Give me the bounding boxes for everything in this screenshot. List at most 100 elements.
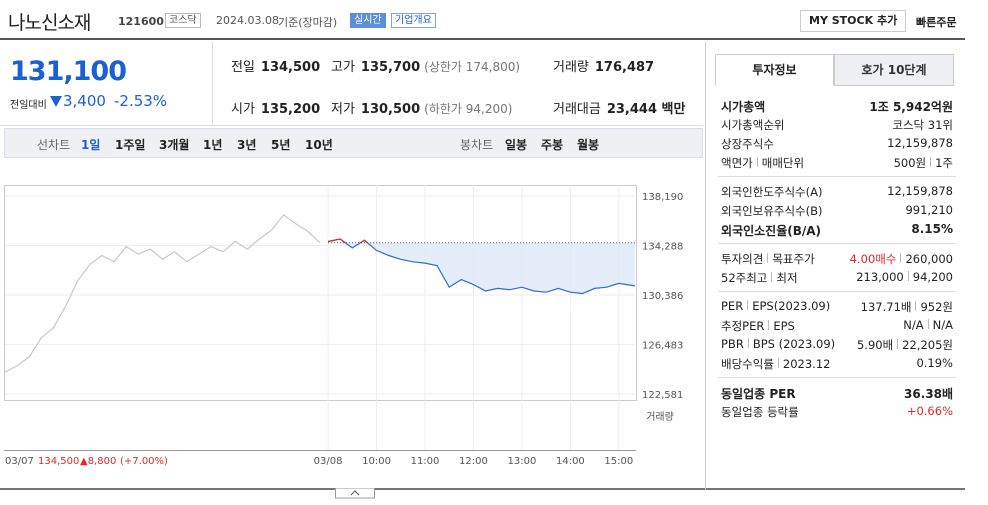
- info-row: 투자의견 목표주가 4.00매수 260,000: [721, 251, 953, 270]
- label-text: 최저: [776, 271, 798, 285]
- label-text: 상장주식수: [721, 137, 774, 151]
- tab[interactable]: 1일: [81, 138, 101, 152]
- tab[interactable]: 월봉: [577, 138, 600, 152]
- bottom-line: [0, 488, 965, 490]
- separator: [747, 300, 749, 310]
- summary-label: 전일: [231, 60, 255, 75]
- tab[interactable]: 1주일: [115, 138, 146, 152]
- label-text: 시가총액: [721, 100, 766, 114]
- label-text: PER: [721, 299, 744, 313]
- down-arrow: [50, 96, 62, 107]
- info-row: 상장주식수 12,159,878: [721, 136, 953, 155]
- tab-group-label: 선차트: [37, 138, 71, 152]
- value-text: 4.00매수: [849, 252, 897, 266]
- separator: [768, 320, 770, 330]
- info-value: 0.19%: [916, 356, 953, 370]
- separator: [927, 319, 929, 329]
- collapse-button[interactable]: [335, 488, 375, 499]
- info-row: 액면가 매매단위 500원 1주: [721, 155, 953, 174]
- plot-frame: [4, 185, 637, 401]
- label-text: EPS: [773, 319, 795, 333]
- label-text: 2023.12: [782, 357, 831, 371]
- label-text: EPS(2023.09): [752, 299, 831, 313]
- value-text: 137.71배: [860, 300, 912, 314]
- summary-value: 134,500: [260, 60, 321, 75]
- separator: [897, 339, 899, 349]
- change-pct: -2.53%: [114, 92, 168, 110]
- tab[interactable]: 1년: [203, 138, 223, 152]
- current-price: 131,100: [10, 56, 127, 87]
- tab[interactable]: 5년: [271, 138, 291, 152]
- separator: [900, 253, 902, 263]
- y-tick-label: 130,386: [642, 291, 683, 302]
- value-text: 94,200: [912, 270, 953, 284]
- below-close-area: [328, 242, 635, 294]
- x-tick-label: 13:00: [508, 456, 537, 467]
- footer-date: 03/07: [5, 456, 34, 467]
- info-row: 추정PER EPS N/A N/A: [721, 318, 953, 337]
- summary-cell: 고가 135,700 (상한가 174,800): [331, 56, 520, 75]
- info-tab[interactable]: 호가 10단계: [834, 54, 954, 86]
- footer-price: 134,500: [38, 456, 79, 467]
- info-row: 52주최고 최저 213,000 94,200: [721, 270, 953, 289]
- info-value: 500원 1주: [894, 155, 953, 171]
- tab-group-label: 봉차트: [460, 138, 494, 152]
- price-line: [327, 238, 636, 295]
- y-tick-label: 138,190: [642, 192, 683, 203]
- change: 3,400: [63, 92, 106, 110]
- value-text: 8.15%: [911, 222, 953, 236]
- separator: [907, 271, 909, 281]
- info-label: 외국인보유주식수(B): [721, 203, 823, 219]
- tab[interactable]: 3개월: [159, 138, 190, 152]
- tab[interactable]: 주봉: [541, 138, 564, 152]
- summary-note: (하한가 94,200): [424, 102, 513, 116]
- mystock-button[interactable]: MY STOCK 추가: [800, 10, 907, 32]
- info-label: 액면가 매매단위: [721, 155, 804, 171]
- stock-name: 나노신소재: [8, 12, 91, 34]
- info-label: 배당수익률 2023.12: [721, 356, 830, 372]
- label-text: 추정PER: [721, 319, 765, 333]
- separator: [756, 157, 758, 167]
- price-box: 131,100 전일대비 3,400 -2.53%: [0, 42, 213, 126]
- info-value: 5.90배 22,205원: [857, 337, 953, 353]
- change-label: 전일대비: [10, 100, 47, 111]
- value-text: N/A: [932, 318, 953, 332]
- y-tick-label: 122,581: [642, 390, 683, 401]
- summary-label: 거래대금: [553, 102, 601, 117]
- label-text: 배당수익률: [721, 357, 774, 371]
- summary-value: 135,700: [360, 60, 421, 75]
- summary-cell: 전일 134,500: [231, 56, 320, 75]
- info-label: 외국인소진율(B/A): [721, 222, 821, 239]
- info-value: 8.15%: [911, 222, 953, 236]
- date: 2024.03.08: [216, 14, 279, 27]
- separator: [767, 253, 769, 263]
- summary-cell: 거래대금 23,444 백만: [553, 98, 685, 117]
- info-row: PER EPS(2023.09) 137.71배 952원: [721, 299, 953, 318]
- summary-label: 저가: [331, 102, 355, 117]
- label-text: PBR: [721, 337, 744, 351]
- tab[interactable]: 일봉: [505, 138, 528, 152]
- info-label: PER EPS(2023.09): [721, 299, 830, 313]
- summary-value: 176,487: [594, 60, 655, 75]
- info-row: 시가총액순위 코스닥 31위: [721, 117, 953, 136]
- label-text: 외국인한도주식수(A): [721, 185, 823, 199]
- info-value: 137.71배 952원: [861, 299, 953, 315]
- chart-tabs: 선차트 1일 1주일 3개월 1년 3년 5년 10년 봉차트 일봉 주봉 월봉: [4, 128, 703, 158]
- summary-value: 135,200: [260, 102, 321, 117]
- info-row: 동일업종 등락률 +0.66%: [721, 404, 953, 423]
- info-label: 시가총액순위: [721, 117, 784, 133]
- realtime-badge: 실시간: [350, 13, 386, 28]
- tab[interactable]: 3년: [237, 138, 257, 152]
- order-button[interactable]: 빠른주문: [916, 16, 957, 29]
- value-text: 코스닥 31위: [892, 118, 953, 132]
- summary-note: (상한가 174,800): [424, 60, 521, 74]
- value-text: 12,159,878: [887, 136, 953, 150]
- label-text: 액면가: [721, 156, 753, 170]
- overview-button[interactable]: 기업개요: [391, 13, 436, 28]
- market-badge: 코스닥: [165, 13, 201, 28]
- info-row: 시가총액 1조 5,942억원: [721, 98, 953, 117]
- info-tab[interactable]: 투자정보: [715, 54, 834, 86]
- value-text: 500원: [893, 156, 927, 170]
- info-value: +0.66%: [907, 404, 953, 418]
- tab[interactable]: 10년: [305, 138, 333, 152]
